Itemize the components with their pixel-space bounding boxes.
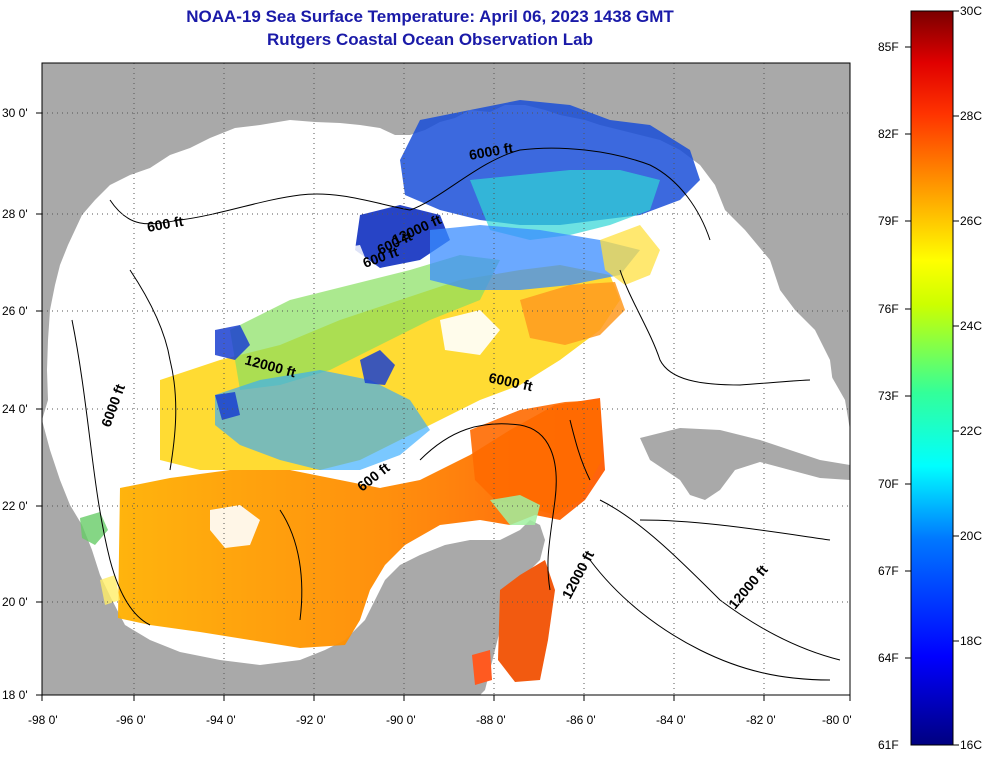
lon-label: -82 0' (746, 713, 776, 727)
lat-label: 28 0' (2, 207, 28, 221)
caribbean-water (500, 470, 850, 695)
mexico-coast (42, 420, 545, 695)
latitude-labels: 30 0' 28 0' 26 0' 24 0' 22 0' 20 0' 18 0… (2, 106, 28, 702)
colorbar-c-label: 26C (960, 214, 982, 228)
map-title: NOAA-19 Sea Surface Temperature: April 0… (186, 7, 674, 26)
lon-label: -80 0' (822, 713, 852, 727)
lon-label: -90 0' (386, 713, 416, 727)
colorbar-f-label: 76F (878, 302, 899, 316)
lon-label: -84 0' (656, 713, 686, 727)
colorbar-f-label: 82F (878, 127, 899, 141)
lon-label: -88 0' (476, 713, 506, 727)
bathymetry-contours (71, 147, 841, 681)
colorbar-f-label: 61F (878, 738, 899, 752)
contour-label: 6000 ft (468, 139, 515, 163)
colorbar-c-label: 30C (960, 4, 982, 18)
colorbar-gradient (910, 10, 954, 746)
lon-label: -94 0' (206, 713, 236, 727)
lat-lon-grid (42, 63, 850, 695)
longitude-labels: -98 0' -96 0' -94 0' -92 0' -90 0' -88 0… (28, 713, 852, 727)
lon-label: -92 0' (296, 713, 326, 727)
colorbar-f-label: 79F (878, 214, 899, 228)
lat-label: 20 0' (2, 595, 28, 609)
colorbar-c-label: 22C (960, 424, 982, 438)
colorbar: 85F 82F 79F 76F 73F 70F 67F 64F 61F 30C … (878, 4, 982, 752)
lon-label: -86 0' (566, 713, 596, 727)
cuba (640, 428, 850, 500)
colorbar-f-label: 70F (878, 477, 899, 491)
lat-label: 30 0' (2, 106, 28, 120)
lat-label: 26 0' (2, 304, 28, 318)
colorbar-f-label: 73F (878, 389, 899, 403)
sst-data (80, 100, 700, 685)
colorbar-c-label: 18C (960, 634, 982, 648)
lat-label: 24 0' (2, 402, 28, 416)
colorbar-c-label: 28C (960, 109, 982, 123)
lon-label: -98 0' (28, 713, 58, 727)
colorbar-c-label: 24C (960, 319, 982, 333)
us-gulf-coast (42, 63, 850, 430)
map-subtitle: Rutgers Coastal Ocean Observation Lab (267, 30, 593, 49)
colorbar-c-label: 16C (960, 738, 982, 752)
lat-label: 22 0' (2, 499, 28, 513)
colorbar-f-label: 67F (878, 564, 899, 578)
contour-label: 600 ft (146, 213, 185, 235)
colorbar-c-label: 20C (960, 529, 982, 543)
tick-marks (36, 112, 851, 701)
colorbar-f-label: 85F (878, 40, 899, 54)
lat-label: 18 0' (2, 688, 28, 702)
colorbar-f-label: 64F (878, 651, 899, 665)
map-frame (41, 62, 851, 696)
lon-label: -96 0' (116, 713, 146, 727)
